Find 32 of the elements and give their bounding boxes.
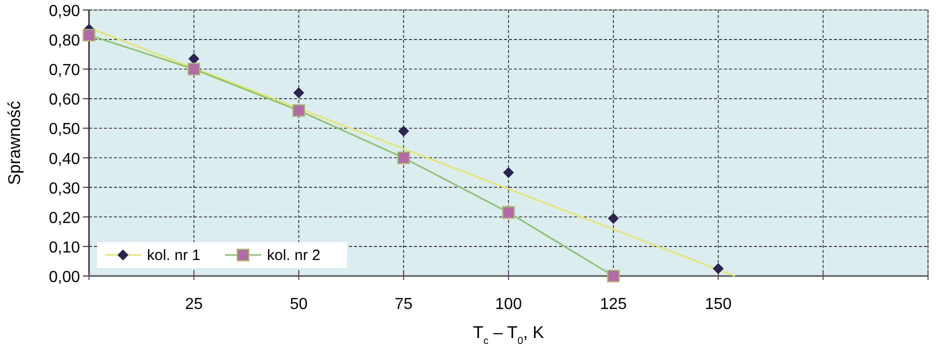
x-axis-title: T$_{c}$ – T$_{0}$, K [473, 323, 545, 344]
point [712, 263, 724, 274]
y-tick-label: 0,20 [48, 210, 80, 227]
point [397, 151, 410, 164]
point [502, 206, 515, 219]
x-tick-label: 50 [290, 296, 308, 313]
y-tick-label: 0,00 [48, 269, 80, 286]
point [607, 270, 620, 282]
legend-label: kol. nr 1 [147, 247, 200, 264]
y-tick-label: 0,40 [48, 150, 80, 168]
y-tick-label: 0,30 [48, 180, 80, 198]
y-axis-title: Sprawność [5, 100, 24, 186]
x-tick-label: 25 [184, 296, 203, 313]
x-tick-label: 100 [495, 296, 522, 313]
point [503, 167, 514, 178]
legend-label: kol. nr 2 [267, 247, 320, 264]
x-tick-label: 125 [600, 296, 627, 313]
y-tick-label: 0,90 [48, 3, 80, 20]
point [293, 87, 304, 98]
point [188, 53, 200, 64]
point [188, 62, 200, 76]
point [82, 28, 96, 42]
point [398, 126, 410, 137]
point [292, 104, 306, 117]
y-tick-label: 0,10 [48, 239, 80, 256]
point [608, 212, 619, 224]
x-tick-label: 150 [704, 296, 732, 313]
y-tick-label: 0,80 [48, 32, 80, 50]
y-tick-label: 0,70 [48, 62, 80, 80]
x-tick-label: 75 [394, 296, 413, 313]
y-tick-label: 0,50 [48, 121, 80, 138]
y-tick-label: 0,60 [48, 92, 80, 109]
